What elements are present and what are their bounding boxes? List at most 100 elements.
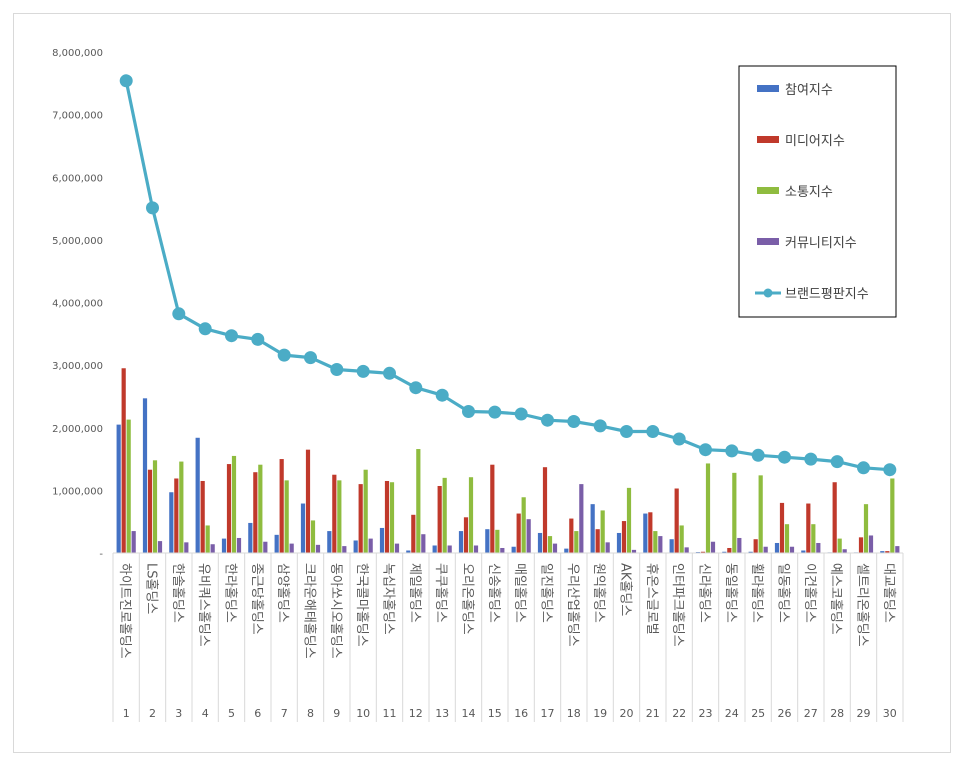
- rank-label: 8: [307, 707, 314, 720]
- bar: [179, 461, 184, 553]
- legend-swatch: [757, 136, 779, 143]
- rank-label: 11: [383, 707, 397, 720]
- bar: [574, 531, 579, 553]
- category-label: 쿠쿠홀딩스: [433, 563, 448, 623]
- bar: [710, 541, 716, 553]
- bar: [552, 543, 558, 553]
- bar: [748, 551, 753, 553]
- category-label: 한라홀딩스: [223, 563, 238, 623]
- rank-label: 5: [228, 707, 235, 720]
- rank-label: 24: [725, 707, 739, 720]
- line-point: [593, 419, 607, 433]
- bar: [595, 529, 600, 553]
- bar: [231, 455, 237, 553]
- bar: [463, 517, 469, 553]
- bar: [152, 460, 158, 553]
- line-point: [330, 363, 344, 376]
- line-point: [251, 332, 265, 346]
- category-label: 동일홀딩스: [723, 563, 738, 623]
- bar: [332, 474, 337, 553]
- bar: [679, 525, 684, 553]
- rank-label: 7: [281, 707, 288, 720]
- line-point: [857, 461, 870, 475]
- category-label: 인터파크홀딩스: [670, 563, 685, 647]
- bar: [263, 541, 268, 553]
- bar: [485, 529, 490, 553]
- bar: [626, 487, 632, 553]
- bar: [579, 484, 584, 553]
- bar: [648, 512, 653, 553]
- rank-label: 17: [541, 707, 555, 720]
- line-point: [541, 413, 554, 427]
- rank-label: 12: [409, 707, 423, 720]
- category-label: 대교홀딩스: [881, 563, 896, 623]
- legend-swatch: [757, 187, 779, 194]
- line-point: [830, 455, 844, 469]
- bar: [801, 550, 806, 553]
- bar: [564, 548, 569, 553]
- bar: [521, 497, 526, 553]
- bar: [490, 464, 495, 553]
- y-tick-label: 7,000,000: [52, 111, 103, 122]
- bar: [643, 513, 648, 553]
- bar: [121, 368, 126, 553]
- category-label: 제일홀딩스: [407, 563, 422, 623]
- bar: [890, 478, 895, 553]
- bar: [147, 469, 153, 553]
- bar: [258, 464, 263, 553]
- bar: [542, 467, 548, 553]
- line-point: [804, 452, 818, 466]
- rank-label: 18: [567, 707, 581, 720]
- bar: [653, 531, 658, 553]
- bar: [169, 492, 174, 553]
- category-label: 동아쏘시오홀딩스: [328, 563, 343, 659]
- bar: [337, 480, 342, 553]
- rank-label: 20: [620, 707, 634, 720]
- bar: [837, 538, 842, 553]
- bar: [310, 520, 316, 553]
- line-point: [356, 364, 370, 378]
- bar: [468, 477, 474, 553]
- category-label: 일진홀딩스: [539, 563, 554, 623]
- rank-label: 21: [646, 707, 660, 720]
- line-point: [778, 450, 791, 464]
- bar: [526, 519, 531, 553]
- rank-label: 29: [857, 707, 871, 720]
- bar: [753, 539, 758, 553]
- line-point: [672, 432, 686, 446]
- bar: [495, 529, 500, 553]
- bar: [511, 546, 516, 553]
- bar: [806, 503, 811, 553]
- y-tick-label: 1,000,000: [52, 486, 103, 497]
- bar: [674, 488, 679, 553]
- bar: [616, 532, 622, 553]
- bar: [379, 527, 385, 553]
- category-label: 이건홀딩스: [802, 563, 817, 623]
- category-label: 일동홀딩스: [776, 563, 791, 623]
- bar: [226, 464, 232, 553]
- bar: [236, 537, 242, 553]
- line-point: [435, 388, 449, 402]
- bar: [868, 535, 874, 553]
- rank-label: 1: [123, 707, 130, 720]
- bar: [389, 482, 395, 553]
- bar: [274, 534, 279, 553]
- bar: [289, 543, 294, 553]
- rank-label: 30: [883, 707, 897, 720]
- bar: [705, 463, 711, 553]
- bar: [416, 449, 421, 553]
- bar: [394, 543, 400, 553]
- line-point: [725, 444, 739, 458]
- bar: [184, 542, 189, 553]
- rank-label: 19: [593, 707, 607, 720]
- line-point: [488, 405, 502, 419]
- rank-label: 9: [333, 707, 340, 720]
- legend-label: 커뮤니티지수: [785, 236, 857, 251]
- y-tick-label: 5,000,000: [52, 236, 103, 247]
- line-point: [462, 405, 475, 418]
- rank-label: 23: [699, 707, 713, 720]
- category-label: 예스코홀딩스: [828, 563, 843, 635]
- bar: [421, 534, 426, 553]
